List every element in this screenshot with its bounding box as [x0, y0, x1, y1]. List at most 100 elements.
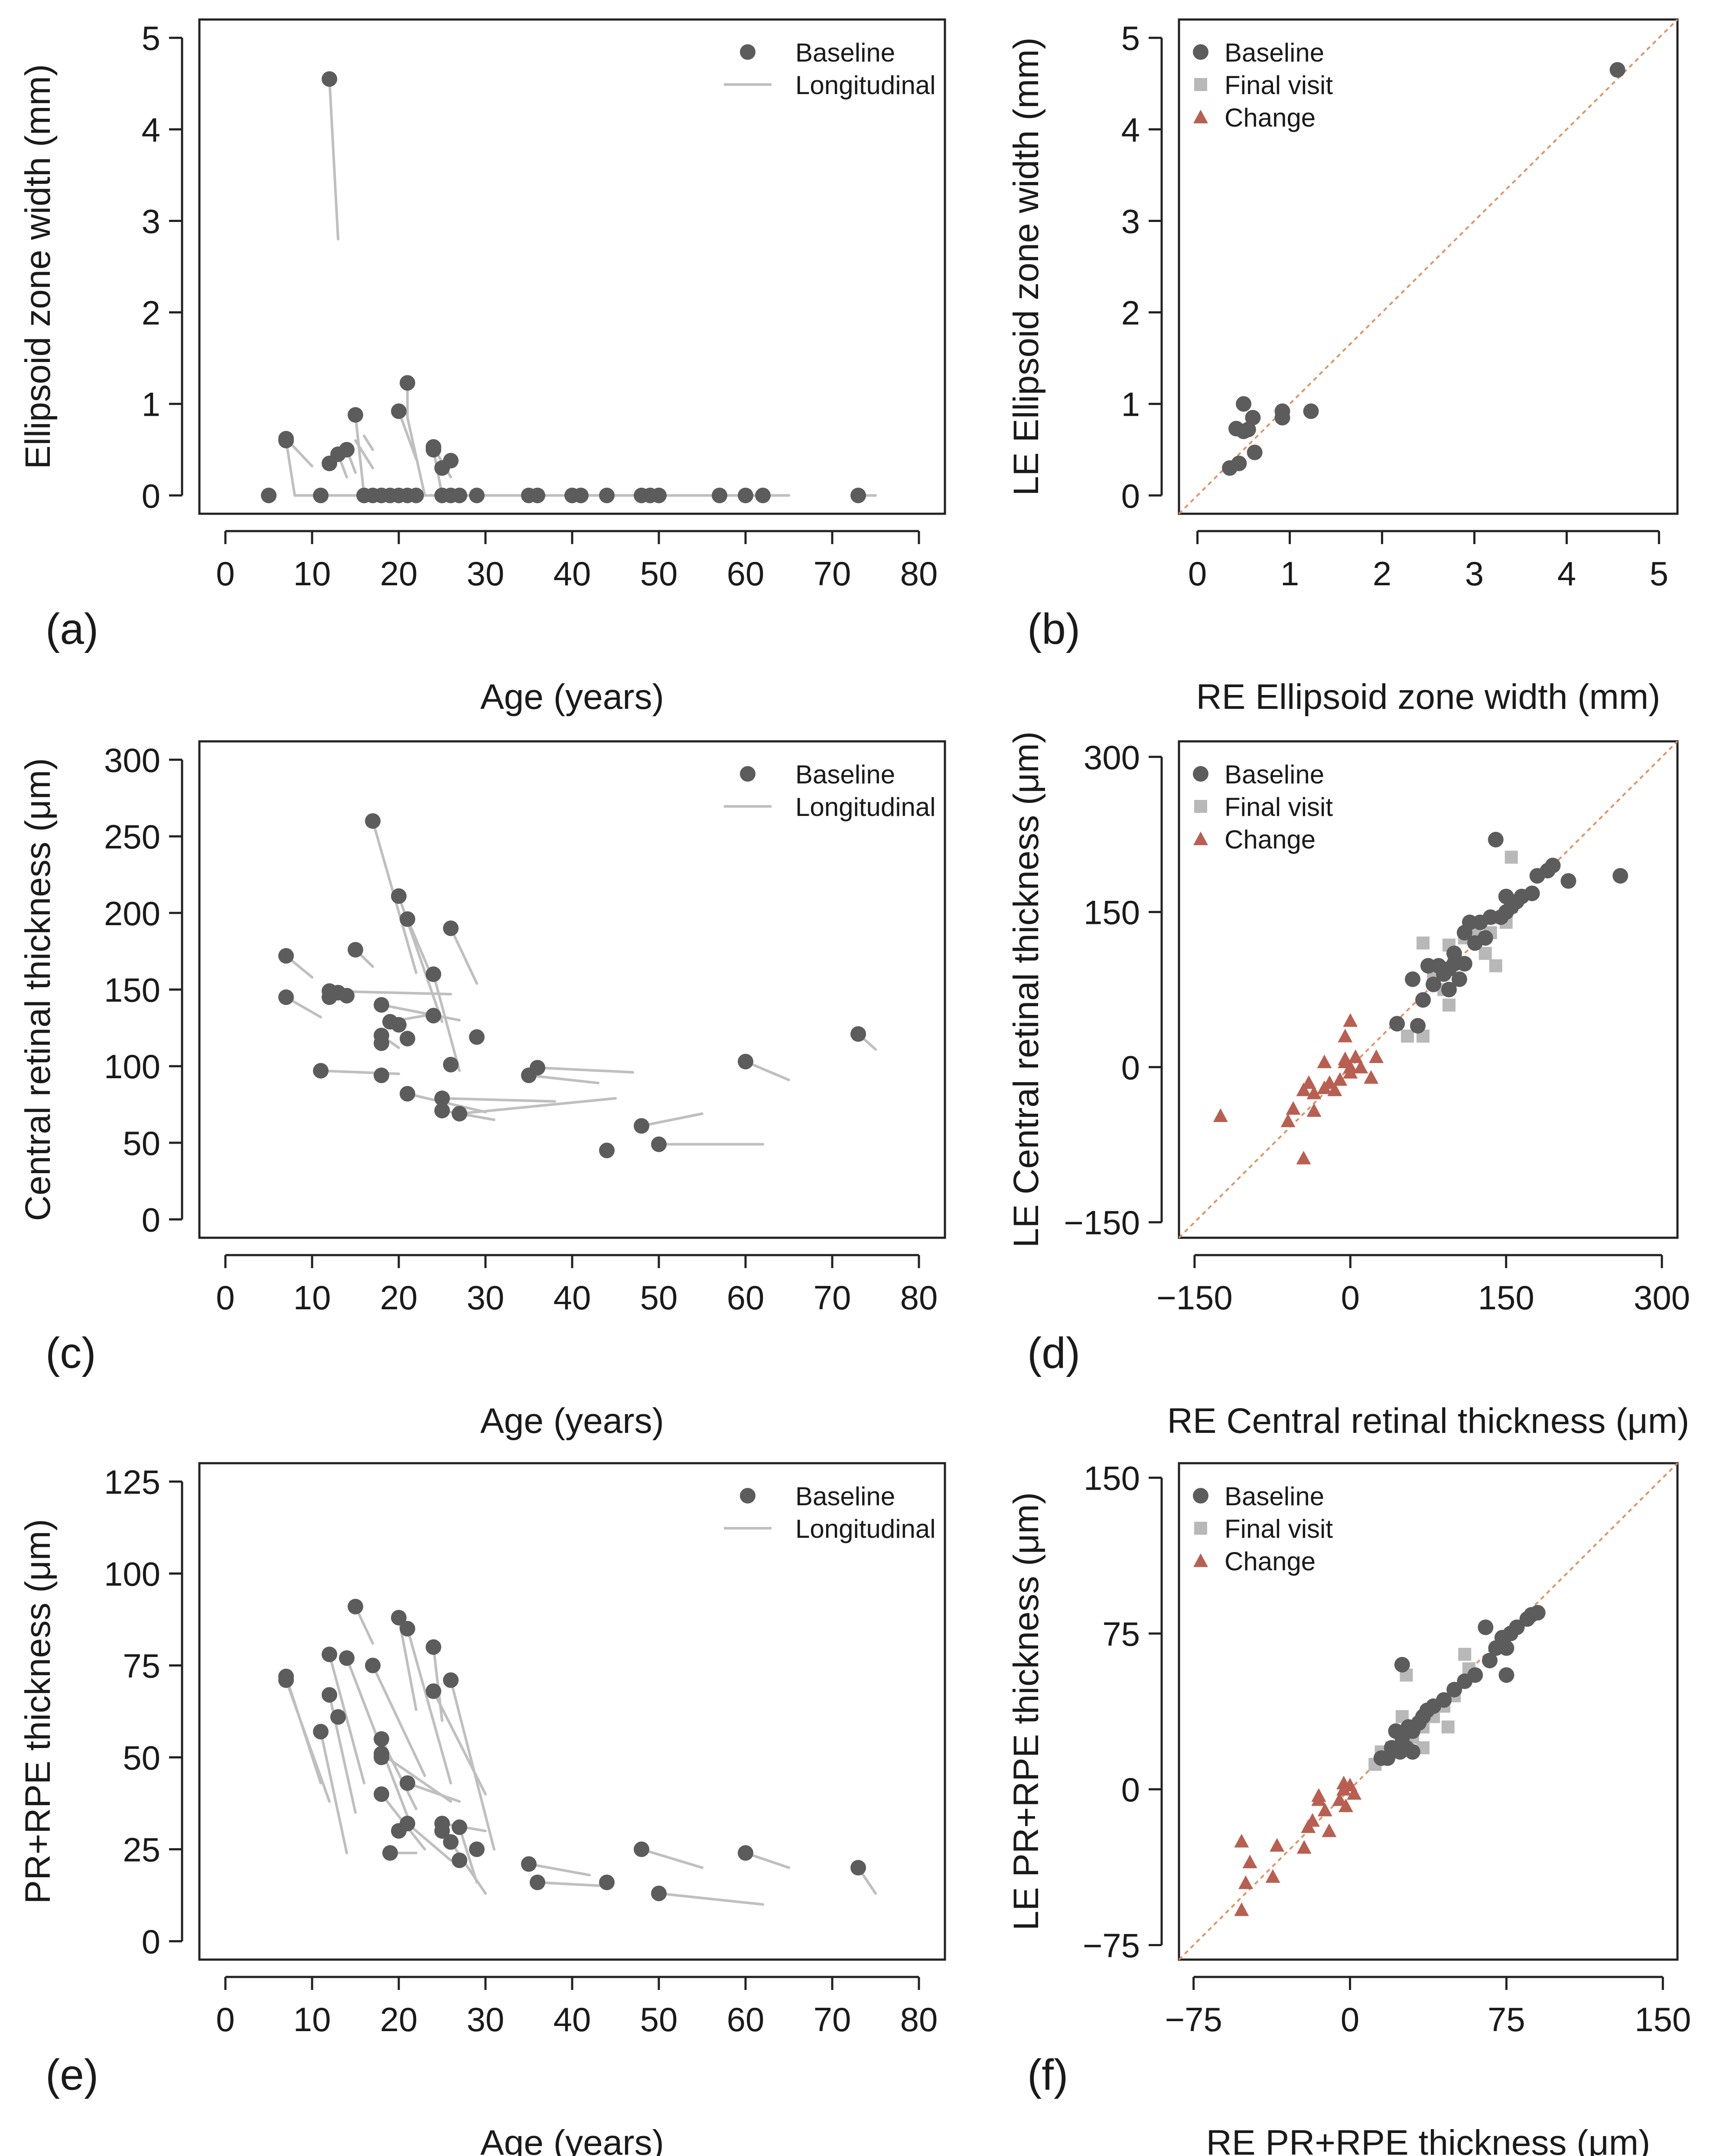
change-point: [1213, 1108, 1228, 1122]
x-tick-label: 30: [467, 2000, 505, 2039]
x-tick-label: −150: [1156, 1279, 1233, 1317]
x-tick-label: 50: [640, 1279, 678, 1317]
plot-frame: [1178, 740, 1679, 1239]
y-tick-label: 300: [1084, 738, 1140, 776]
baseline-point: [738, 1054, 753, 1070]
baseline-point: [313, 1063, 329, 1079]
x-tick-label: 80: [900, 554, 938, 593]
baseline-point: [1441, 982, 1457, 998]
y-tick-label: 150: [1084, 1459, 1140, 1497]
longitudinal-line: [397, 410, 417, 460]
longitudinal-line: [285, 1679, 331, 1803]
plot-frame: [198, 18, 946, 515]
x-tick-label: 30: [467, 1279, 505, 1317]
longitudinal-line: [449, 1840, 487, 1895]
baseline-point: [738, 487, 753, 503]
longitudinal-line: [536, 1066, 634, 1074]
baseline-point: [322, 1647, 337, 1663]
x-tick-label: 0: [1341, 1279, 1360, 1317]
x-tick-label: 5: [1650, 554, 1668, 593]
baseline-point: [330, 1709, 346, 1725]
baseline-point: [434, 1823, 450, 1839]
y-axis-title: LE PR+RPE thickness (μm): [1006, 1492, 1046, 1931]
change-point: [1280, 1113, 1296, 1127]
x-tick-label: −75: [1165, 2000, 1222, 2039]
longitudinal-line: [441, 1097, 556, 1103]
x-tick-label: 0: [1188, 554, 1207, 593]
plot-marks: [278, 1598, 877, 1906]
baseline-point: [1404, 1744, 1420, 1760]
change-point: [1270, 1838, 1285, 1852]
y-tick-label: 75: [1102, 1615, 1140, 1653]
y-tick-label: 50: [123, 1124, 160, 1162]
plot-frame: [198, 740, 946, 1239]
legend-final-visit-marker: [1194, 800, 1207, 813]
baseline-point: [1488, 832, 1504, 848]
y-tick-label: 0: [1121, 477, 1140, 515]
plot-frame: [1178, 1462, 1679, 1961]
longitudinal-line: [285, 439, 296, 497]
x-tick-label: 50: [640, 2000, 678, 2039]
baseline-point: [374, 1731, 389, 1747]
longitudinal-line: [458, 1097, 617, 1115]
baseline-point: [322, 71, 337, 87]
baseline-point: [1488, 1640, 1504, 1656]
y-tick-label: 0: [142, 477, 160, 515]
change-point: [1296, 1151, 1311, 1164]
baseline-point: [278, 948, 294, 964]
change-point: [1317, 1803, 1332, 1817]
y-tick-label: −75: [1083, 1926, 1140, 1964]
chart-panel-5: −75 0 75 150 −75 0 75 150 RE PR+RPE thickness (μ…: [1006, 1459, 1691, 2156]
change-point: [1286, 1101, 1301, 1115]
longitudinal-line: [458, 1826, 478, 1884]
legend: Baseline Final visit Change: [1193, 760, 1333, 854]
baseline-point: [348, 942, 363, 958]
x-tick-label: 0: [216, 1279, 234, 1317]
legend-longitudinal-label: Longitudinal: [795, 793, 936, 822]
change-point: [1364, 1070, 1379, 1084]
baseline-point: [755, 487, 771, 503]
y-tick-label: 0: [1121, 1771, 1140, 1809]
change-point: [1343, 1065, 1358, 1079]
y-tick-label: 4: [142, 111, 160, 149]
change-point: [1234, 1902, 1249, 1916]
baseline-point: [426, 1008, 441, 1024]
baseline-point: [443, 1672, 459, 1688]
y-tick-label: 100: [104, 1047, 160, 1086]
change-point: [1301, 1075, 1316, 1089]
panel-label: (c): [46, 1329, 96, 1377]
baseline-point: [1612, 868, 1628, 884]
y-tick-label: 2: [142, 294, 160, 332]
baseline-point: [382, 1845, 398, 1861]
plot-marks: [1234, 1605, 1546, 1916]
baseline-point: [443, 1834, 459, 1850]
plot-frame: [198, 1462, 946, 1961]
baseline-point: [434, 1090, 450, 1106]
longitudinal-line: [371, 1664, 426, 1777]
baseline-point: [434, 1102, 450, 1119]
baseline-point: [599, 487, 615, 503]
baseline-point: [426, 966, 441, 982]
baseline-point: [391, 1017, 407, 1033]
legend-change-label: Change: [1224, 103, 1316, 132]
baseline-point: [400, 1621, 415, 1637]
chart-panel-3: −150 0 150 300 −150 0 150 300 RE Central retinal…: [1006, 731, 1690, 1441]
baseline-point: [1415, 992, 1431, 1008]
y-tick-label: 75: [123, 1647, 160, 1685]
y-tick-label: 100: [104, 1555, 160, 1593]
legend-baseline-label: Baseline: [795, 1482, 895, 1511]
baseline-point: [651, 1136, 667, 1152]
y-tick-label: 1: [142, 385, 160, 424]
plot-marks: [1213, 832, 1628, 1164]
final-visit-point: [1442, 998, 1456, 1012]
plot-marks: [261, 71, 877, 503]
legend-baseline-marker: [1193, 44, 1208, 60]
y-axis-title: Central retinal thickness (μm): [18, 758, 58, 1221]
x-axis-title: RE Ellipsoid zone width (mm): [1196, 677, 1661, 717]
longitudinal-line: [432, 973, 461, 1072]
legend-final-visit-label: Final visit: [1224, 793, 1333, 822]
chart-panel-4: 0 10 20 30 40 50 60 70 80 0 25 50 75 100 125 Age (years…: [18, 1462, 946, 2156]
baseline-point: [391, 888, 407, 904]
baseline-point: [1478, 1619, 1494, 1635]
